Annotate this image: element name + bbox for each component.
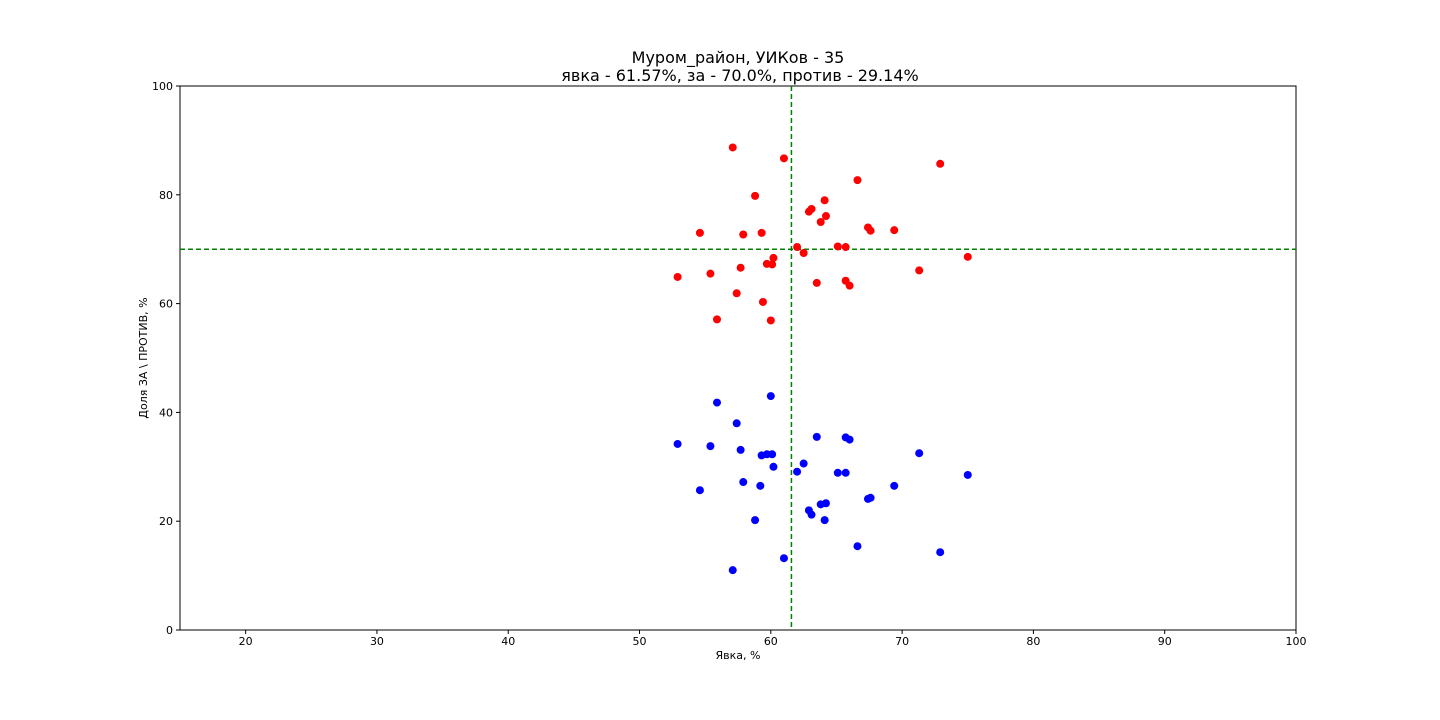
x-tick-label: 80 xyxy=(1026,635,1040,648)
point-for xyxy=(757,228,766,237)
point-against xyxy=(769,462,778,471)
y-tick-label: 80 xyxy=(159,189,173,202)
point-for xyxy=(936,159,945,168)
point-for xyxy=(890,226,899,235)
point-for xyxy=(833,242,842,251)
x-axis-label: Явка, % xyxy=(716,649,761,662)
point-for xyxy=(758,297,767,306)
point-against xyxy=(845,435,854,444)
point-against xyxy=(728,566,737,575)
point-against xyxy=(863,494,872,503)
x-tick-label: 100 xyxy=(1286,635,1307,648)
point-against xyxy=(706,442,715,451)
point-for xyxy=(845,281,854,290)
y-tick-label: 100 xyxy=(152,80,173,93)
point-for xyxy=(779,154,788,163)
point-for xyxy=(769,253,778,262)
axis-ticks: 20 30 40 50 60 70 80 90 100 0 20 40 60 80 100 xyxy=(152,80,1307,648)
point-against xyxy=(799,459,808,468)
point-against xyxy=(807,510,816,519)
x-tick-label: 30 xyxy=(370,635,384,648)
plot-frame xyxy=(179,85,1297,631)
x-tick-label: 50 xyxy=(633,635,647,648)
point-for xyxy=(804,207,813,216)
point-against xyxy=(757,451,766,460)
point-against xyxy=(756,481,765,490)
point-against xyxy=(812,432,821,441)
point-for xyxy=(866,226,875,235)
point-against xyxy=(673,439,682,448)
point-for xyxy=(766,316,775,325)
point-against xyxy=(712,398,721,407)
point-for xyxy=(751,191,760,200)
point-for xyxy=(915,266,924,275)
point-against xyxy=(766,392,775,401)
x-tick-label: 20 xyxy=(239,635,253,648)
y-axis-label: Доля ЗА \ ПРОТИВ, % xyxy=(137,297,150,418)
point-against xyxy=(751,516,760,525)
point-against xyxy=(890,481,899,490)
point-for xyxy=(820,196,829,205)
point-against xyxy=(736,445,745,454)
y-tick-label: 20 xyxy=(159,515,173,528)
x-tick-label: 90 xyxy=(1158,635,1172,648)
point-for xyxy=(963,252,972,261)
point-for xyxy=(812,278,821,287)
point-against xyxy=(779,554,788,563)
plot-area xyxy=(179,85,1297,631)
point-for xyxy=(706,269,715,278)
y-tick-label: 40 xyxy=(159,406,173,419)
point-against xyxy=(732,419,741,428)
x-tick-label: 70 xyxy=(895,635,909,648)
point-for xyxy=(712,315,721,324)
point-against xyxy=(820,516,829,525)
chart-title-line1: Муром_район, УИКов - 35 xyxy=(632,48,845,68)
y-tick-label: 60 xyxy=(159,298,173,311)
point-against xyxy=(816,500,825,509)
chart-title-line2: явка - 61.57%, за - 70.0%, против - 29.1… xyxy=(561,66,918,85)
point-against xyxy=(936,548,945,557)
point-for xyxy=(695,228,704,237)
point-against xyxy=(739,478,748,487)
point-against xyxy=(915,449,924,458)
point-for xyxy=(732,289,741,298)
point-for xyxy=(793,243,802,252)
point-for xyxy=(816,218,825,226)
x-tick-label: 60 xyxy=(764,635,778,648)
point-against xyxy=(853,542,862,551)
point-for xyxy=(768,260,777,269)
x-tick-label: 40 xyxy=(501,635,515,648)
point-for xyxy=(841,243,850,252)
point-for xyxy=(673,272,682,281)
point-for xyxy=(739,230,748,239)
point-for xyxy=(728,143,737,152)
point-against xyxy=(841,468,850,477)
point-against xyxy=(793,467,802,476)
point-against xyxy=(963,470,972,479)
point-for xyxy=(821,212,830,221)
y-tick-label: 0 xyxy=(166,624,173,637)
point-for xyxy=(799,249,808,258)
point-against xyxy=(695,486,704,495)
point-for xyxy=(853,176,862,185)
point-for xyxy=(736,263,745,272)
point-against xyxy=(833,468,842,477)
